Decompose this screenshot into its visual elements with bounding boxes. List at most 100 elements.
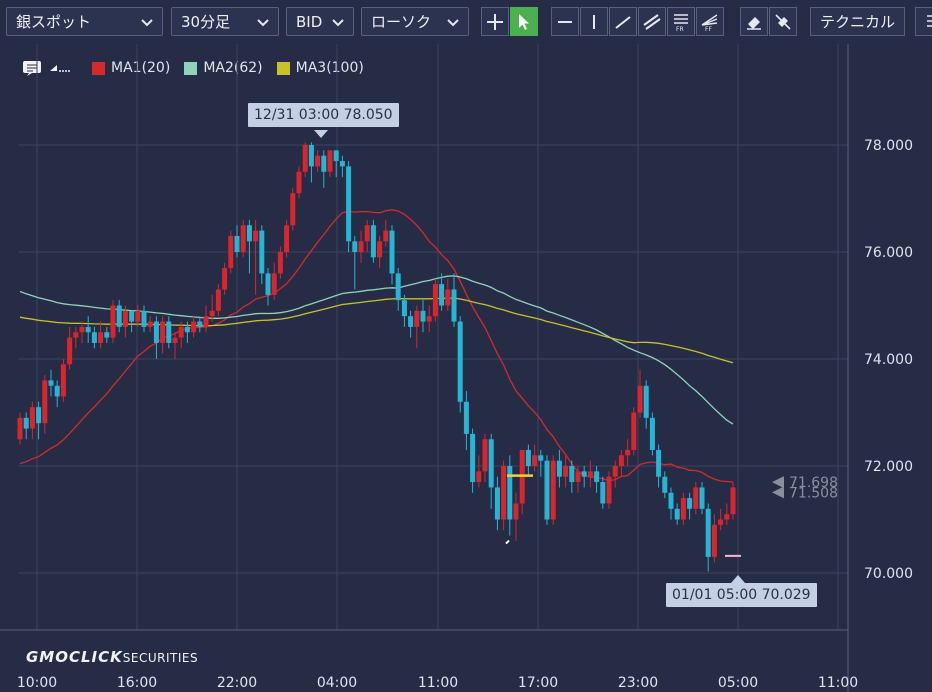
candle-body [730,487,736,515]
candle-body [284,225,290,252]
legend-item-ma3[interactable]: MA3(100) [276,60,364,76]
candle-body [265,273,271,295]
y-tick-label: 70.000 [864,566,913,582]
candle-body [575,471,581,483]
technical-button[interactable]: テクニカル [810,7,906,36]
candle-body [408,316,414,327]
x-tick-label: 11:00 [818,675,858,691]
candle-body [358,241,364,252]
logo-sub: SECURITIES [122,651,199,665]
candle-body [525,449,531,466]
candle-body [482,439,488,472]
candle-body [563,466,569,477]
fibonacci-fan-button[interactable]: FF [696,7,724,36]
candle-body [321,155,327,172]
y-axis: 78.000 76.000 74.000 72.000 70.000 [864,138,913,582]
y-tick-label: 74.000 [864,352,913,368]
candle-body [587,471,593,477]
more-icon [927,14,932,27]
vertical-line-icon [593,14,595,29]
candle-body [501,466,507,520]
chart-type-dropdown[interactable]: ローソク [361,7,469,36]
fibonacci-retracement-button[interactable]: FR [667,7,695,36]
ma1-label: MA1(20) [111,60,171,76]
candle-body [116,305,122,327]
channel-icon [643,13,661,30]
symbol-dropdown[interactable]: 銀スポット [6,7,163,36]
fibonacci-retracement-icon: FR [674,13,688,32]
y-tick-label: 72.000 [864,459,913,475]
clear-all-button[interactable] [769,7,797,36]
candle-body [160,321,166,343]
candle-body [122,310,128,327]
candle-body [271,273,277,295]
candle-body [550,460,556,520]
candle-body [432,284,438,317]
cursor-mark [505,539,510,545]
vertical-line-button[interactable] [580,7,608,36]
legend-item-ma1[interactable]: MA1(20) [92,60,170,76]
candle-body [364,225,370,242]
candle-body [718,519,724,525]
candle-body [631,412,637,450]
candle-body [153,321,159,343]
candle-body [606,476,612,504]
ma2-label: MA2(62) [203,60,263,76]
symbol-label: 銀スポット [16,13,92,31]
channel-button[interactable] [638,7,666,36]
crosshair-button[interactable] [481,7,509,36]
candle-body [147,321,153,327]
candle-body [494,487,500,520]
chevron-down-icon [257,19,269,27]
candle-body [302,145,308,172]
candle-body [395,273,401,301]
moving-average-lines [19,209,734,483]
candle-body [346,166,352,242]
legend-item-ma2[interactable]: MA2(62) [184,60,263,76]
trend-line-button[interactable] [609,7,637,36]
candle-body [693,487,699,509]
chevron-down-icon [332,19,344,27]
collapse-legend-icon[interactable] [48,59,72,77]
candle-body [643,385,649,418]
pointer-button[interactable] [510,7,538,36]
candle-body [98,332,104,343]
candle-body [234,235,240,252]
candle-body [618,455,624,466]
timeframe-dropdown[interactable]: 30分足 [171,7,279,36]
ma1-swatch [92,61,105,75]
chevron-down-icon [141,19,153,27]
candle-body [463,401,469,434]
x-tick-label: 10:00 [17,675,57,691]
candle-body [699,487,705,509]
eraser-button[interactable] [740,7,768,36]
candle-body [135,310,141,322]
candle-body [104,332,110,338]
svg-text:FF: FF [705,26,712,32]
candle-body [581,471,587,477]
candle-body [141,310,147,327]
candle-body [457,321,463,402]
candle-body [17,417,23,440]
more-button[interactable] [915,7,932,36]
fibonacci-fan-icon: FF [701,13,718,32]
horizontal-line-button[interactable] [551,7,579,36]
price-type-label: BID [296,12,323,31]
candle-body [246,225,252,242]
candle-body [711,524,717,557]
candle-body [544,460,550,520]
candle-body [656,449,662,477]
candle-body [705,508,711,557]
candle-body [414,310,420,327]
candle-body [649,417,655,450]
grid [0,44,849,692]
candle-body [339,161,345,167]
candle-body [724,514,730,520]
candle-body [54,385,60,397]
ma3-line [19,297,734,364]
price-type-dropdown[interactable]: BID [286,7,354,36]
price-chart[interactable]: 78.000 76.000 74.000 72.000 70.000 10:00 16:0… [0,44,932,692]
candle-body [569,466,575,483]
svg-text:FR: FR [676,26,684,32]
candle-body [73,332,79,338]
